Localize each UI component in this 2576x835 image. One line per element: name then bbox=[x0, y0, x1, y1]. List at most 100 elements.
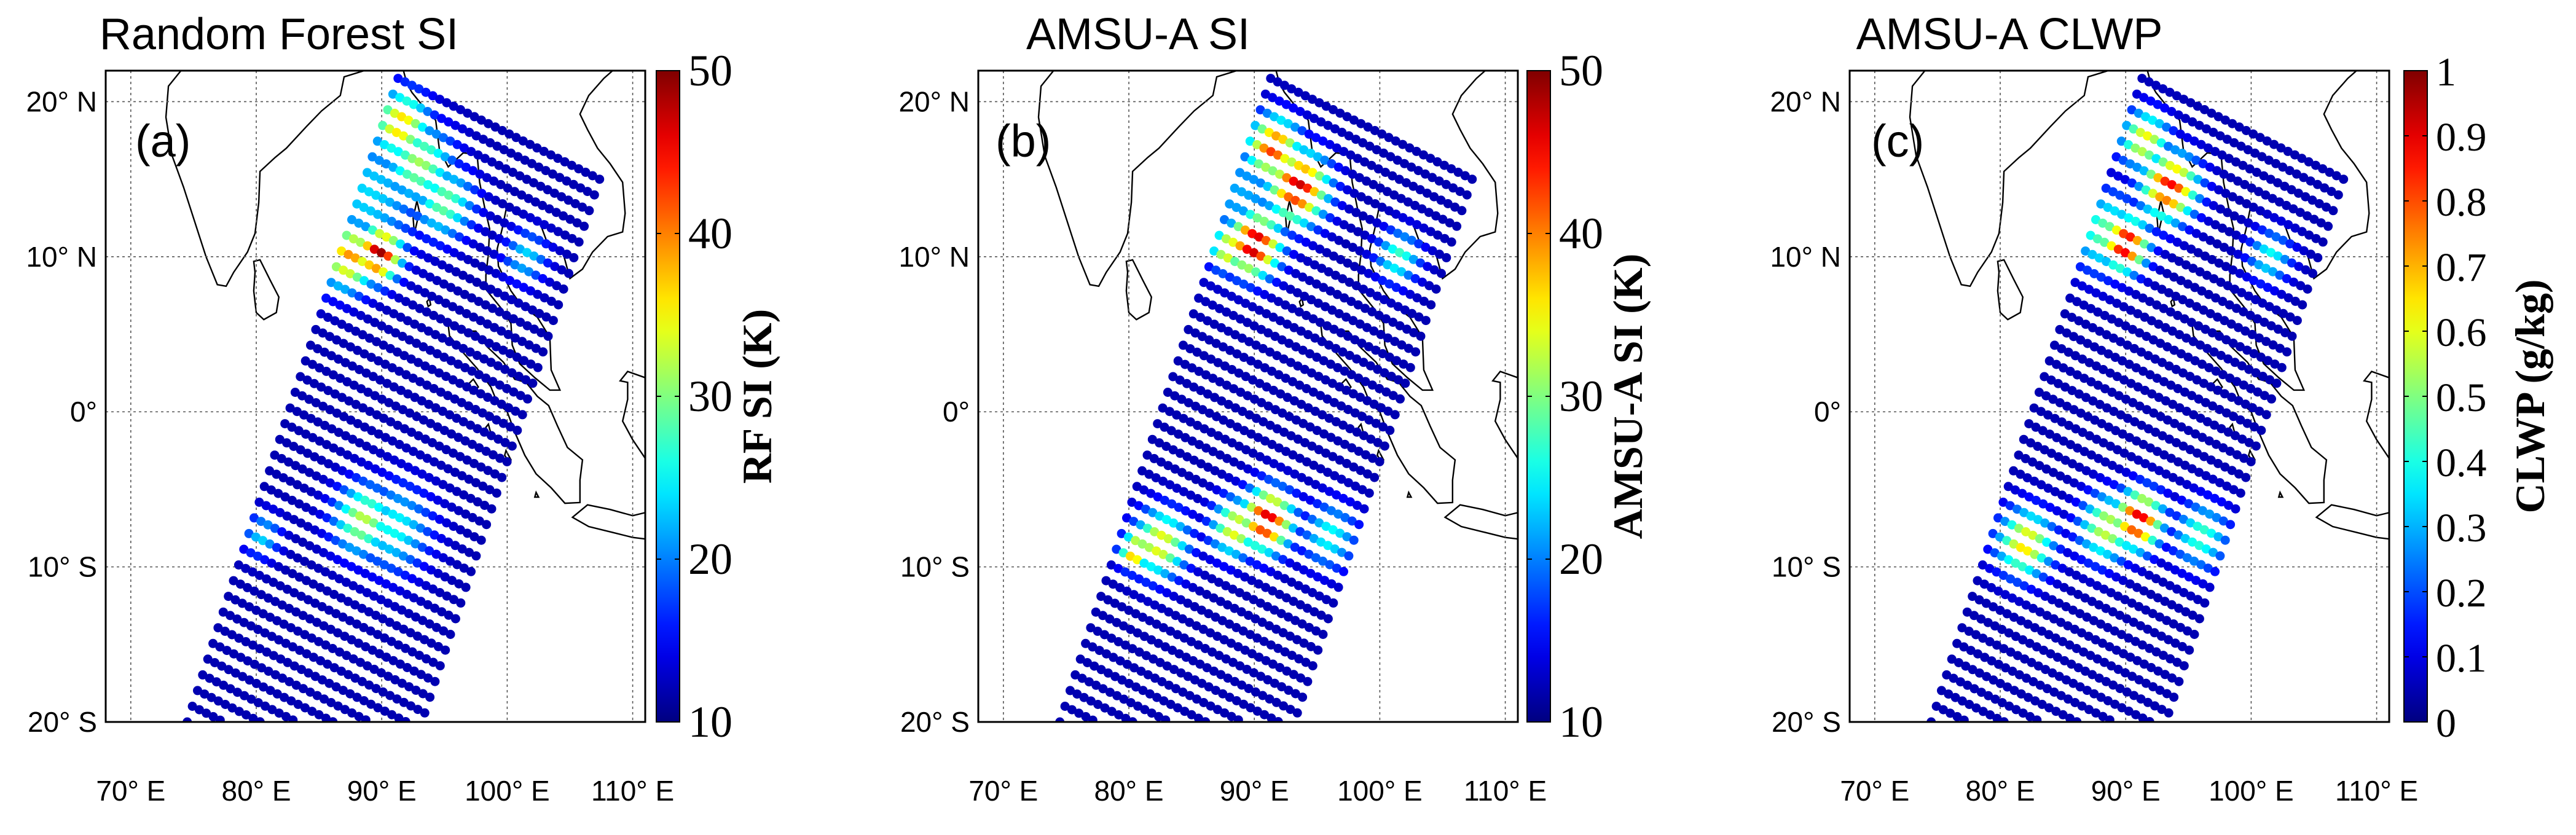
footprint bbox=[2119, 375, 2129, 385]
colorbar-tick-label: 0.6 bbox=[2436, 310, 2487, 355]
footprint bbox=[1096, 592, 1106, 602]
footprint bbox=[2127, 324, 2137, 334]
footprint bbox=[2044, 703, 2054, 713]
footprint bbox=[414, 358, 423, 367]
footprint bbox=[1281, 300, 1290, 310]
footprint bbox=[1293, 434, 1303, 444]
footprint bbox=[1397, 267, 1407, 276]
footprint bbox=[450, 394, 460, 404]
footprint bbox=[444, 610, 454, 620]
footprint bbox=[2124, 633, 2134, 643]
footprint bbox=[338, 612, 348, 622]
footprint bbox=[270, 450, 280, 460]
footprint bbox=[506, 422, 515, 432]
footprint bbox=[1108, 579, 1118, 589]
footprint bbox=[428, 511, 438, 521]
footprint bbox=[1203, 389, 1212, 399]
footprint bbox=[2186, 318, 2196, 327]
footprint bbox=[1146, 562, 1156, 571]
footprint bbox=[434, 222, 444, 232]
footprint bbox=[2111, 572, 2121, 582]
footprint bbox=[1276, 609, 1286, 619]
footprint bbox=[2001, 663, 2011, 673]
footprint bbox=[409, 447, 418, 457]
footprint bbox=[2101, 530, 2110, 540]
footprint bbox=[2134, 528, 2143, 538]
footprint bbox=[2177, 422, 2186, 432]
footprint bbox=[1169, 665, 1179, 675]
footprint bbox=[1234, 368, 1244, 378]
footprint bbox=[1214, 504, 1223, 514]
footprint bbox=[315, 509, 325, 519]
footprint bbox=[265, 539, 275, 549]
footprint bbox=[497, 472, 507, 482]
footprint bbox=[2146, 316, 2156, 326]
footprint bbox=[447, 502, 457, 512]
footprint bbox=[1429, 192, 1439, 202]
footprint bbox=[251, 605, 261, 615]
footprint bbox=[1195, 586, 1204, 596]
footprint bbox=[2146, 663, 2156, 672]
footprint bbox=[1158, 549, 1168, 559]
footprint bbox=[2119, 649, 2128, 659]
footprint bbox=[487, 157, 497, 167]
footprint bbox=[458, 417, 468, 426]
coastline bbox=[1125, 259, 1153, 321]
footprint bbox=[1249, 174, 1259, 184]
footprint bbox=[2052, 653, 2062, 662]
footprint bbox=[2256, 425, 2266, 435]
footprint bbox=[559, 284, 568, 294]
footprint bbox=[1161, 515, 1171, 525]
footprint bbox=[2197, 359, 2207, 369]
footprint bbox=[2065, 293, 2075, 303]
footprint bbox=[1163, 388, 1172, 397]
footprint bbox=[354, 218, 364, 228]
footprint bbox=[2014, 450, 2024, 460]
footprint bbox=[1346, 150, 1356, 160]
footprint bbox=[581, 167, 591, 177]
footprint bbox=[1426, 227, 1435, 237]
footprint bbox=[1233, 222, 1243, 232]
footprint bbox=[574, 237, 584, 247]
footprint bbox=[1242, 245, 1252, 254]
footprint bbox=[1268, 312, 1278, 322]
footprint bbox=[398, 332, 407, 341]
footprint bbox=[530, 197, 540, 207]
footprint bbox=[2132, 89, 2142, 99]
footprint bbox=[297, 464, 307, 474]
footprint bbox=[1311, 206, 1321, 216]
footprint bbox=[2151, 647, 2161, 657]
footprint bbox=[435, 661, 445, 671]
footprint bbox=[430, 530, 439, 540]
footprint bbox=[371, 264, 381, 273]
footprint bbox=[1354, 373, 1364, 383]
footprint bbox=[292, 407, 302, 417]
footprint bbox=[2116, 136, 2126, 146]
footprint bbox=[1148, 508, 1158, 517]
footprint bbox=[2194, 321, 2204, 331]
footprint bbox=[2196, 414, 2205, 423]
footprint bbox=[2254, 187, 2263, 197]
footprint bbox=[2177, 149, 2187, 158]
footprint bbox=[2178, 514, 2188, 524]
footprint bbox=[305, 541, 315, 551]
lat-tick-label: 10° S bbox=[1772, 551, 1841, 583]
footprint bbox=[1230, 603, 1239, 613]
footprint bbox=[2203, 143, 2213, 153]
footprint bbox=[1275, 316, 1285, 326]
footprint bbox=[430, 603, 439, 613]
footprint bbox=[1352, 427, 1362, 437]
footprint bbox=[507, 295, 516, 305]
footprint bbox=[1307, 441, 1317, 451]
footprint bbox=[2193, 174, 2203, 184]
footprint bbox=[1388, 318, 1398, 327]
footprint bbox=[1176, 522, 1185, 531]
footprint bbox=[2148, 189, 2158, 198]
footprint bbox=[2124, 140, 2134, 149]
footprint bbox=[1381, 314, 1391, 324]
footprint bbox=[2261, 264, 2271, 273]
footprint bbox=[2102, 330, 2111, 340]
footprint bbox=[1332, 490, 1341, 500]
footprint bbox=[378, 120, 388, 130]
footprint bbox=[2130, 216, 2140, 226]
